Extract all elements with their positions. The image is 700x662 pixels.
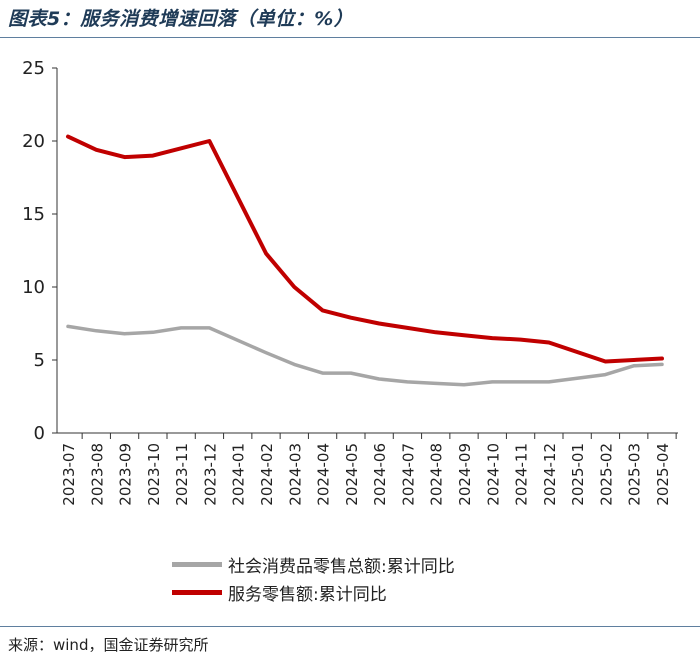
series-2-point [519, 338, 523, 342]
x-tick-label: 2025-04 [654, 443, 672, 506]
series-1-point [547, 380, 551, 384]
series-2-point [547, 340, 551, 344]
y-tick-label: 10 [22, 277, 45, 298]
series-2-point [207, 139, 211, 143]
series-line-2 [66, 134, 664, 364]
series-1-point [292, 362, 296, 366]
series-1-point [123, 332, 127, 336]
x-tick-label: 2023-09 [117, 443, 135, 506]
series-2-point [660, 357, 664, 361]
chart-title: 图表5：服务消费增速回落（单位：%） [8, 8, 354, 30]
series-layer [66, 134, 664, 387]
y-tick-label: 15 [22, 204, 45, 225]
series-1-point [207, 326, 211, 330]
series-1-point [434, 381, 438, 385]
x-tick-label: 2024-03 [286, 443, 304, 506]
legend-label-service-retail: 服务零售额:累计同比 [228, 584, 387, 605]
series-2-point [490, 336, 494, 340]
legend-swatch-service-retail [172, 589, 222, 595]
series-2-point [321, 308, 325, 312]
series-1-point [660, 362, 664, 366]
series-1-point [462, 383, 466, 387]
series-2-point [434, 330, 438, 334]
x-tick-label: 2024-04 [315, 443, 333, 506]
series-2-point [179, 146, 183, 150]
x-tick-label: 2024-08 [428, 443, 446, 506]
series-1-point [603, 373, 607, 377]
y-tick-label: 5 [34, 350, 45, 371]
x-tick-label: 2024-01 [230, 443, 248, 506]
series-1-point [94, 329, 98, 333]
series-2-point [151, 154, 155, 158]
x-tick-label: 2025-03 [626, 443, 644, 506]
x-tick-label: 2024-09 [456, 443, 474, 506]
x-axis: 2023-07 2023-08 2023-09 2023-10 2023-11 2023-… [57, 432, 678, 506]
legend-item-retail-sales: 社会消费品零售总额:累计同比 [172, 550, 455, 578]
legend-swatch-retail-sales [172, 561, 222, 567]
x-tick-label: 2024-05 [343, 443, 361, 506]
series-1-point [405, 380, 409, 384]
x-tick-label: 2023-10 [145, 443, 163, 506]
series-line-1 [66, 324, 664, 387]
y-tick-label: 20 [22, 131, 45, 152]
x-tick-label: 2024-11 [513, 443, 531, 506]
series-2-point [405, 326, 409, 330]
source-note: 来源：wind，国金证券研究所 [8, 636, 209, 654]
series-2-point [94, 148, 98, 152]
x-tick-label: 2024-10 [484, 443, 502, 506]
y-tick-label: 25 [22, 58, 45, 79]
series-2-point [66, 135, 70, 139]
series-1-point [377, 377, 381, 381]
series-1-point [151, 330, 155, 334]
series-2-point [264, 251, 268, 255]
series-2-point [632, 358, 636, 362]
x-tick-label: 2025-01 [569, 443, 587, 506]
y-axis: 0 5 10 15 20 25 [22, 58, 58, 444]
x-tick-label: 2024-12 [541, 443, 559, 506]
x-tick-label: 2025-02 [597, 443, 615, 506]
x-tick-label: 2023-11 [173, 443, 191, 506]
series-2-point [462, 333, 466, 337]
series-1-point [349, 371, 353, 375]
series-2-point [377, 322, 381, 326]
series-1-point [66, 324, 70, 328]
legend: 社会消费品零售总额:累计同比 服务零售额:累计同比 [172, 550, 455, 606]
series-1-point [632, 364, 636, 368]
series-2-point [292, 285, 296, 289]
title-divider [0, 37, 700, 38]
series-2-point [603, 359, 607, 363]
series-2-point [349, 316, 353, 320]
x-tick-label: 2024-06 [371, 443, 389, 506]
source-divider [0, 626, 700, 627]
x-tick-label: 2024-02 [258, 443, 276, 506]
x-tick-label: 2023-07 [60, 443, 78, 506]
x-tick-label: 2024-07 [399, 443, 417, 506]
series-1-point [179, 326, 183, 330]
series-1-point [490, 380, 494, 384]
series-1-point [519, 380, 523, 384]
legend-item-service-retail: 服务零售额:累计同比 [172, 578, 455, 606]
y-tick-label: 0 [34, 423, 45, 444]
series-1-point [321, 371, 325, 375]
series-1-point [264, 351, 268, 355]
series-2-point [123, 155, 127, 159]
x-tick-label: 2023-12 [201, 443, 219, 506]
legend-label-retail-sales: 社会消费品零售总额:累计同比 [228, 556, 455, 577]
x-tick-label: 2023-08 [88, 443, 106, 506]
